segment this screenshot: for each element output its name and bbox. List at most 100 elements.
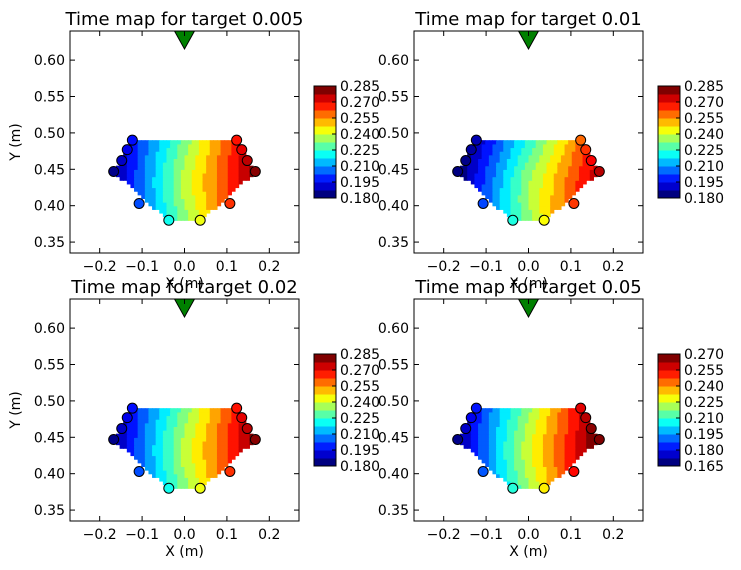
heatmap-cell: [532, 194, 537, 200]
x-tick-label: −0.1: [469, 259, 503, 275]
heatmap-cell: [571, 183, 576, 189]
heatmap-cell: [220, 154, 225, 159]
heatmap-cell: [521, 448, 526, 453]
heatmap-cell: [546, 477, 551, 482]
heatmap-cell: [141, 430, 146, 435]
colorbar-tick-label: 0.240: [340, 127, 380, 143]
heatmap-cell: [144, 154, 150, 159]
heatmap-cell: [470, 176, 476, 181]
heatmap-cell: [180, 147, 186, 152]
heatmap-cell: [582, 162, 587, 167]
heatmap-cell: [528, 198, 533, 203]
heatmap-cell: [546, 455, 551, 460]
heatmap-cell: [535, 205, 540, 210]
heatmap-cell: [162, 187, 168, 192]
heatmap-cell: [550, 158, 555, 163]
heatmap-cell: [206, 209, 211, 214]
heatmap-cell: [521, 151, 526, 156]
y-tick-label: 0.35: [378, 235, 409, 251]
heatmap-cell: [510, 176, 515, 181]
heatmap-cell: [535, 187, 540, 192]
heatmap-cell: [188, 172, 193, 178]
heatmap-cell: [224, 143, 229, 149]
heatmap-cell: [184, 151, 189, 156]
heatmap-cell: [535, 147, 540, 152]
colorbar-band: [314, 126, 336, 135]
heatmap-cell: [184, 455, 189, 460]
heatmap-cell: [126, 444, 132, 449]
heatmap-cell: [209, 151, 214, 156]
heatmap-cell: [478, 151, 483, 156]
heatmap-cell: [162, 202, 168, 207]
heatmap-cell: [216, 426, 222, 431]
heatmap-cell: [180, 209, 186, 214]
heatmap-cell: [546, 198, 551, 203]
heatmap-cell: [488, 437, 494, 442]
heatmap-cell: [506, 183, 512, 189]
heatmap-cell: [188, 455, 193, 460]
heatmap-cell: [159, 154, 164, 159]
heatmap-cell: [155, 440, 160, 446]
heatmap-cell: [162, 158, 168, 163]
y-tick-label: 0.60: [378, 321, 409, 337]
heatmap-cell: [166, 415, 171, 420]
heatmap-cell: [148, 183, 153, 189]
heatmap-cell: [166, 422, 171, 427]
heatmap-cell: [510, 462, 515, 468]
heatmap-cell: [170, 151, 175, 156]
heatmap-cell: [166, 448, 171, 453]
heatmap-cell: [180, 198, 186, 203]
heatmap-cell: [553, 422, 558, 427]
heatmap-cell: [231, 430, 236, 435]
heatmap-cell: [231, 419, 236, 424]
heatmap-cell: [521, 191, 526, 196]
heatmap-cell: [571, 169, 576, 174]
heatmap-cell: [535, 444, 540, 449]
heatmap-cell: [539, 466, 544, 471]
heatmap-cell: [542, 451, 548, 457]
heatmap-cell: [492, 455, 497, 460]
heatmap-cell: [206, 433, 211, 438]
heatmap-cell: [517, 422, 522, 427]
heatmap-cell: [481, 158, 486, 163]
heatmap-cell: [557, 147, 562, 152]
heatmap-cell: [170, 473, 175, 478]
heatmap-cell: [216, 422, 222, 427]
heatmap-cell: [506, 440, 512, 446]
colorbar-tick-label: 0.225: [340, 143, 380, 159]
heatmap-cell: [134, 165, 139, 170]
heatmap-cell: [170, 415, 175, 420]
heatmap-cell: [152, 440, 157, 446]
heatmap-cell: [510, 147, 515, 152]
heatmap-cell: [550, 473, 555, 478]
heatmap-cell: [209, 180, 214, 185]
heatmap-cell: [191, 143, 196, 149]
heatmap-cell: [191, 162, 196, 167]
heatmap-cell: [510, 419, 515, 424]
heatmap-cell: [159, 473, 164, 478]
heatmap-cell: [496, 158, 501, 163]
heatmap-cell: [188, 430, 193, 435]
heatmap-cell: [206, 408, 211, 413]
heatmap-cell: [180, 158, 186, 163]
heatmap-cell: [202, 415, 207, 420]
heatmap-cell: [198, 477, 204, 482]
heatmap-cell: [532, 415, 537, 420]
heatmap-cell: [220, 444, 225, 449]
heatmap-cell: [206, 462, 211, 468]
heatmap-cell: [173, 437, 178, 442]
heatmap-cell: [481, 162, 486, 167]
heatmap-cell: [148, 430, 153, 435]
heatmap-cell: [539, 147, 544, 152]
heatmap-cell: [506, 158, 512, 163]
heatmap-cell: [148, 462, 153, 468]
heatmap-cell: [231, 154, 236, 159]
heatmap-cell: [496, 448, 501, 453]
heatmap-cell: [568, 143, 573, 149]
heatmap-cell: [188, 415, 193, 420]
heatmap-cell: [510, 455, 515, 460]
heatmap-cell: [188, 459, 193, 464]
heatmap-cell: [575, 426, 580, 431]
heatmap-cell: [532, 462, 537, 468]
heatmap-cell: [191, 448, 196, 453]
